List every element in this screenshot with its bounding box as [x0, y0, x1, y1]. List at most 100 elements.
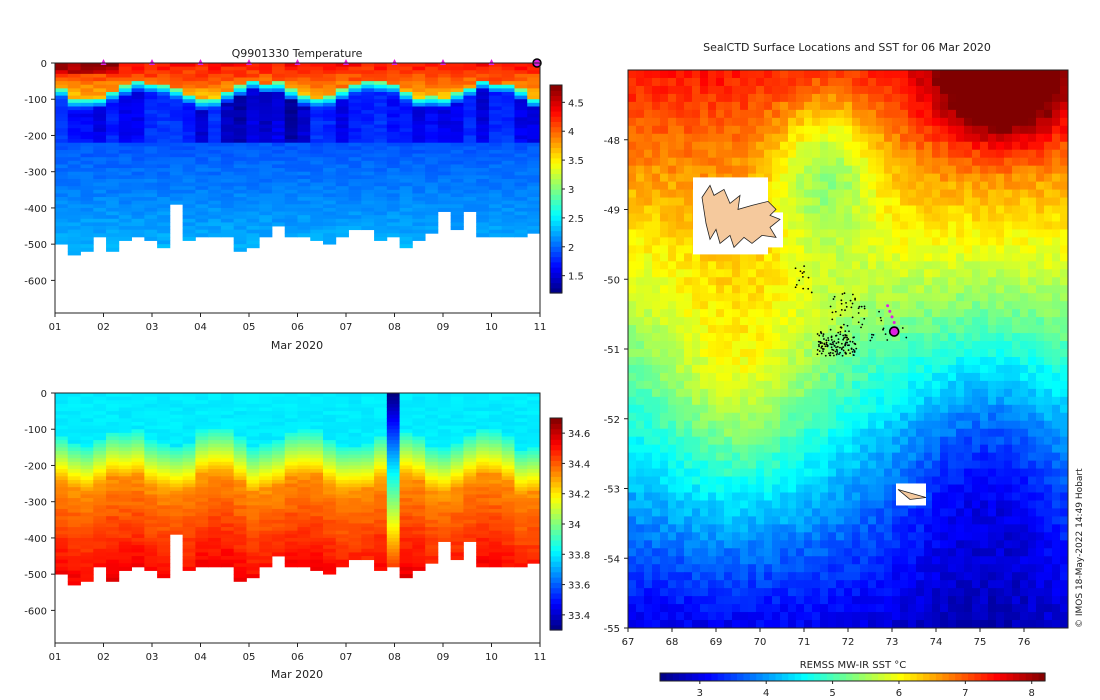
salinity-cell [335, 393, 349, 398]
temperature-cell [106, 88, 120, 93]
sst-cell [964, 77, 973, 87]
salinity-cell [297, 447, 311, 452]
salinity-cell [80, 469, 94, 474]
salinity-cell [157, 527, 171, 532]
salinity-cell [284, 469, 298, 474]
temperature-cell [157, 207, 171, 212]
temperature-cell [195, 128, 209, 133]
temperature-cell [310, 157, 324, 162]
salinity-cell [157, 556, 171, 561]
sst-cell [972, 70, 981, 79]
salinity-cell [157, 548, 171, 553]
temperature-cell [361, 215, 375, 220]
temperature-cell [463, 149, 477, 154]
temperature-cell [220, 120, 235, 125]
temperature-cell [157, 88, 171, 93]
temperature-cell [182, 106, 196, 111]
temperature-cell [348, 211, 362, 216]
salinity-cell [195, 432, 209, 437]
salinity-cell [514, 556, 528, 561]
salinity-cell [310, 465, 324, 470]
salinity-cell [527, 465, 540, 470]
salinity-cell [463, 516, 477, 521]
temperature-cell [374, 233, 388, 238]
sst-cell [636, 70, 645, 79]
surface-marker [391, 59, 398, 65]
sst-cell [1004, 149, 1013, 159]
salinity-cell [195, 443, 209, 448]
temperature-cell [297, 218, 311, 223]
sst-cell [684, 165, 693, 175]
sst-cell [804, 189, 813, 199]
salinity-colorbar-step [550, 587, 562, 594]
sst-cell [980, 101, 989, 111]
salinity-cell [195, 487, 209, 492]
temperature-cell [118, 200, 132, 205]
salinity-cell [374, 545, 388, 550]
salinity-cell [80, 432, 94, 437]
salinity-cell [106, 421, 120, 427]
sst-cell [1012, 101, 1021, 111]
temperature-cell [284, 211, 298, 216]
salinity-cell [144, 414, 158, 419]
temperature-cell [361, 200, 375, 205]
temperature-cell [118, 229, 132, 234]
temperature-cell [514, 117, 528, 122]
sst-cell [628, 85, 637, 95]
salinity-cell [386, 476, 401, 481]
sst-cell [676, 101, 685, 111]
salinity-colorbar-tick-label: 34.4 [568, 459, 590, 470]
salinity-cell [169, 472, 184, 477]
temperature-cell [527, 175, 540, 180]
sst-cell [828, 149, 837, 159]
sst-cell [948, 165, 957, 175]
sst-cell [660, 181, 669, 191]
sst-cell [892, 181, 901, 191]
salinity-cell [374, 429, 388, 434]
salinity-cell [386, 425, 401, 430]
salinity-cell [118, 450, 132, 455]
temperature-cell [361, 197, 375, 202]
temperature-cell [514, 102, 528, 107]
salinity-cell [220, 534, 235, 539]
temperature-colorbar-step [550, 178, 562, 185]
temperature-cell [437, 178, 452, 183]
salinity-cell [463, 508, 477, 513]
salinity-cell [335, 476, 349, 481]
temperature-cell [208, 142, 222, 147]
salinity-cell [169, 429, 184, 434]
temperature-cell [284, 186, 298, 191]
temperature-cell [399, 222, 413, 227]
sst-cell [844, 229, 853, 238]
temperature-cell [106, 175, 120, 180]
salinity-cell [297, 393, 311, 398]
sst-cell [972, 109, 981, 119]
temperature-cell [246, 164, 260, 169]
salinity-cell [208, 458, 222, 463]
temperature-cell [157, 149, 171, 154]
sst-cell [908, 205, 917, 214]
temperature-cell [374, 229, 388, 234]
salinity-cell [131, 421, 145, 427]
sst-cell [892, 70, 901, 79]
sst-cell [860, 205, 869, 214]
salinity-cell [118, 519, 132, 524]
temperature-cell [335, 160, 349, 165]
salinity-cell [463, 472, 477, 477]
temperature-cell [476, 164, 490, 169]
salinity-cell [450, 508, 464, 513]
temperature-cell [106, 233, 120, 238]
salinity-cell [425, 516, 439, 521]
temperature-cell [476, 193, 490, 198]
salinity-cell [144, 479, 158, 484]
sst-cell [772, 77, 781, 87]
temperature-cell [488, 157, 503, 162]
temperature-cell [323, 200, 337, 205]
salinity-cell [144, 465, 158, 470]
temperature-cell [106, 106, 120, 111]
sst-cell [1052, 205, 1061, 214]
temperature-cell [335, 139, 349, 144]
temperature-cell [55, 91, 69, 97]
temperature-cell [118, 146, 132, 151]
temperature-cell [55, 236, 69, 241]
